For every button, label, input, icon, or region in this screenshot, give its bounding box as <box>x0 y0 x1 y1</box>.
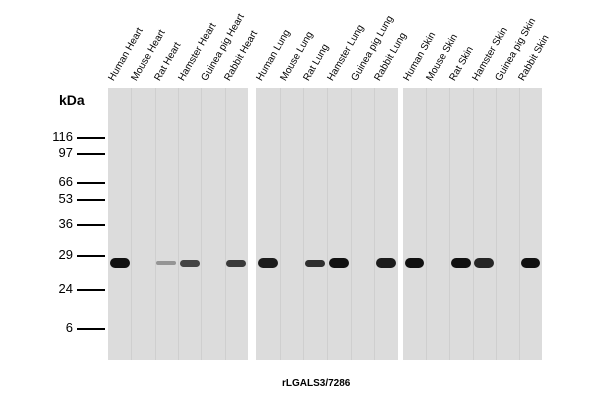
mw-marker-tick <box>77 255 105 257</box>
lane-separator <box>496 88 497 360</box>
protein-band <box>520 258 541 268</box>
lane-separator <box>178 88 179 360</box>
blot-panel <box>108 88 248 360</box>
blot-panel <box>403 88 542 360</box>
protein-band <box>376 258 397 268</box>
mw-marker-tick <box>77 224 105 226</box>
mw-marker-tick <box>77 137 105 139</box>
mw-marker-tick <box>77 328 105 330</box>
protein-band <box>404 258 425 268</box>
mw-marker-label: 36 <box>58 216 73 231</box>
protein-band <box>451 258 471 268</box>
protein-band <box>226 259 247 267</box>
lane-separator <box>473 88 474 360</box>
lane-separator <box>280 88 281 360</box>
protein-band <box>257 258 278 268</box>
lane-separator <box>131 88 132 360</box>
mw-marker-label: 29 <box>58 247 73 262</box>
protein-band <box>328 258 349 268</box>
lane-separator <box>351 88 352 360</box>
lane-separator <box>374 88 375 360</box>
mw-marker-tick <box>77 153 105 155</box>
mw-marker-label: 116 <box>52 129 73 144</box>
protein-band <box>305 259 326 267</box>
lane-separator <box>155 88 156 360</box>
mw-marker-tick <box>77 182 105 184</box>
lane-separator <box>519 88 520 360</box>
mw-marker-tick <box>77 199 105 201</box>
protein-band <box>179 259 200 267</box>
mw-marker-tick <box>77 289 105 291</box>
mw-marker-label: 66 <box>58 174 73 189</box>
kda-unit-label: kDa <box>59 92 85 108</box>
lane-separator <box>449 88 450 360</box>
lane-separator <box>201 88 202 360</box>
lane-separator <box>225 88 226 360</box>
lane-separator <box>426 88 427 360</box>
mw-marker-label: 53 <box>58 191 73 206</box>
mw-marker-label: 97 <box>58 145 73 160</box>
protein-band <box>109 258 130 268</box>
mw-marker-label: 6 <box>65 320 73 335</box>
protein-band <box>474 258 494 268</box>
lane-separator <box>303 88 304 360</box>
protein-band <box>156 261 177 265</box>
blot-panel <box>256 88 398 360</box>
mw-marker-label: 24 <box>58 281 73 296</box>
lane-separator <box>327 88 328 360</box>
antibody-caption: rLGALS3/7286 <box>282 378 351 389</box>
